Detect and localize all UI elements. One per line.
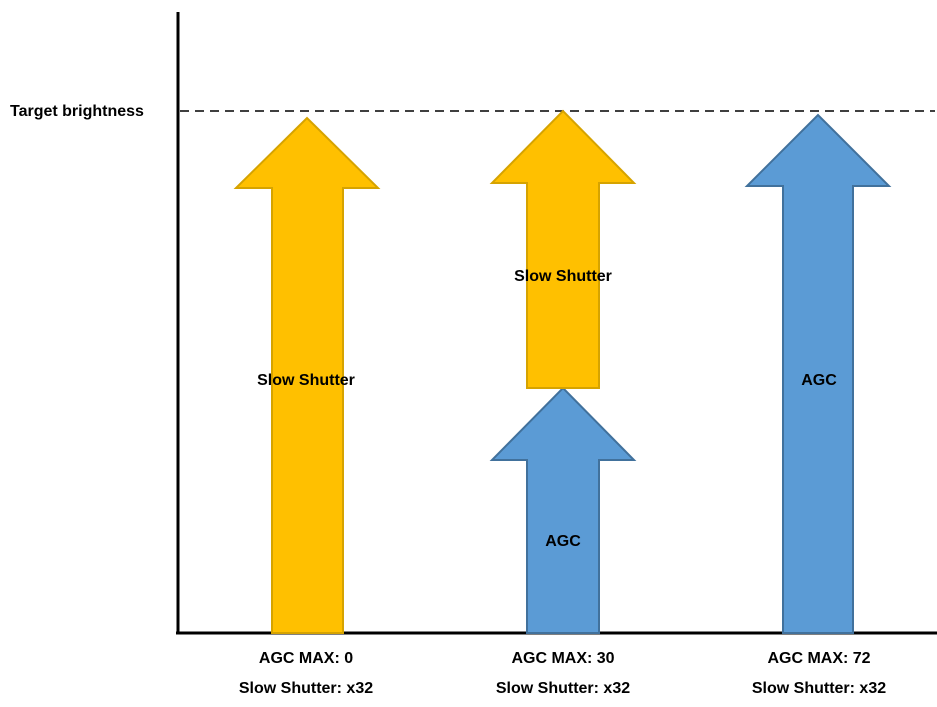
arrow-label-col3-agc: AGC (801, 372, 837, 389)
agc-arrow-col2 (489, 386, 637, 634)
arrow-label-col1-slow-shutter: Slow Shutter (257, 372, 355, 389)
slow-shutter-label-col1: Slow Shutter: x32 (238, 680, 374, 697)
slow-shutter-arrow-col1 (233, 116, 381, 634)
slow-shutter-arrow-col2 (489, 109, 637, 389)
arrow-label-col2-agc: AGC (545, 533, 581, 550)
agc-max-label-col3: AGC MAX: 72 (767, 650, 871, 667)
slow-shutter-label-col3: Slow Shutter: x32 (751, 680, 887, 697)
agc-max-label-col1: AGC MAX: 0 (258, 650, 354, 667)
agc-arrow-col3 (744, 113, 892, 634)
slow-shutter-label-col2: Slow Shutter: x32 (495, 680, 631, 697)
arrow-label-col2-slow-shutter: Slow Shutter (514, 268, 612, 285)
agc-max-label-col2: AGC MAX: 30 (511, 650, 615, 667)
target-brightness-label: Target brightness (10, 103, 144, 120)
